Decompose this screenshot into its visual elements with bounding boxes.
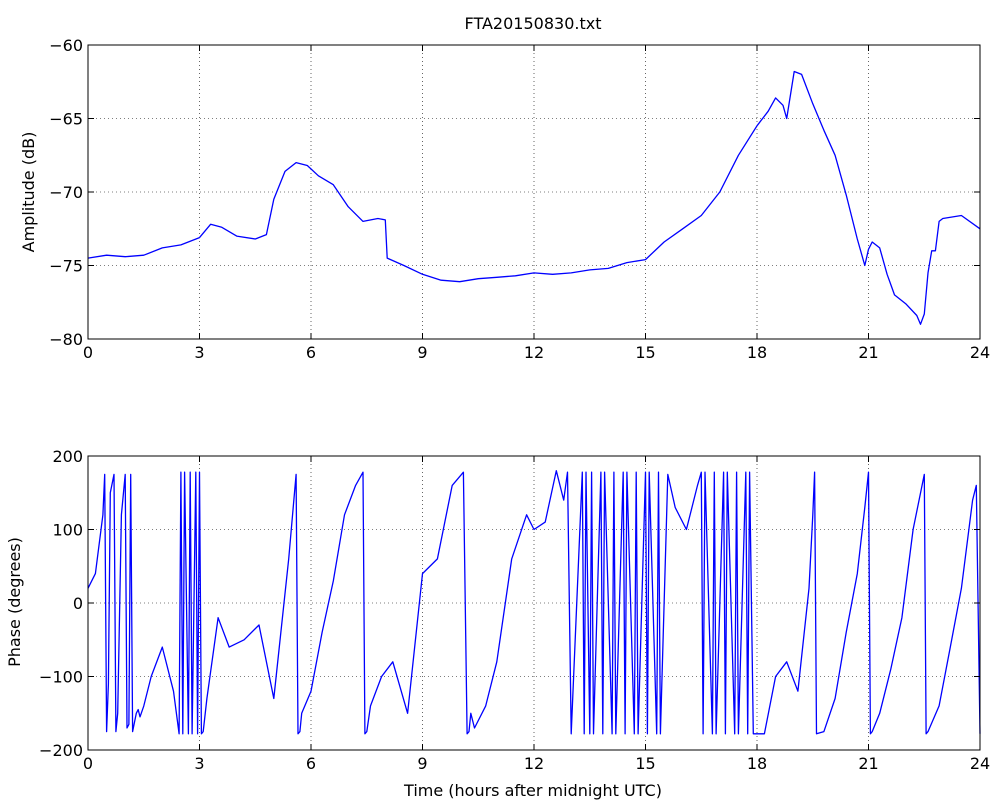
amplitude-y-tick-label: −60 — [49, 36, 83, 55]
phase-x-tick-label: 15 — [635, 754, 655, 773]
phase-x-tick-label: 21 — [858, 754, 878, 773]
phase-x-label: Time (hours after midnight UTC) — [403, 781, 662, 800]
phase-y-tick-label: −100 — [39, 668, 83, 687]
amplitude-series-line — [87, 70, 981, 325]
phase-x-tick-label: 12 — [524, 754, 544, 773]
phase-x-tick-label: 9 — [417, 754, 427, 773]
amplitude-x-tick-label: 12 — [524, 343, 544, 362]
phase-y-tick-label: 0 — [73, 594, 83, 613]
amplitude-y-tick-label: −75 — [49, 257, 83, 276]
amplitude-x-tick-label: 18 — [747, 343, 767, 362]
amplitude-y-tick-label: −80 — [49, 330, 83, 349]
amplitude-y-tick-label: −65 — [49, 110, 83, 129]
phase-y-label: Phase (degrees) — [5, 537, 24, 667]
phase-y-tick-label: −200 — [39, 741, 83, 760]
amplitude-panel: 0 3 6 9 12 15 18 21 24 −80 −75 −70 −65 −60 — [49, 36, 990, 362]
amplitude-y-label: Amplitude (dB) — [19, 132, 38, 253]
amplitude-x-tick-label: 0 — [83, 343, 93, 362]
amplitude-x-tick-label: 21 — [858, 343, 878, 362]
phase-x-tick-label: 24 — [970, 754, 990, 773]
amplitude-x-tick-label: 9 — [417, 343, 427, 362]
figure-title: FTA20150830.txt — [465, 14, 602, 33]
amplitude-x-tick-label: 3 — [194, 343, 204, 362]
phase-panel: 0 3 6 9 12 15 18 21 24 −200 −100 0 100 200 — [39, 447, 990, 773]
amplitude-x-tick-label: 6 — [306, 343, 316, 362]
phase-x-tick-label: 3 — [194, 754, 204, 773]
phase-x-tick-label: 6 — [306, 754, 316, 773]
phase-x-tick-label: 18 — [747, 754, 767, 773]
phase-series-line — [87, 470, 981, 735]
phase-x-tick-label: 0 — [83, 754, 93, 773]
amplitude-x-tick-label: 24 — [970, 343, 990, 362]
amplitude-y-tick-label: −70 — [49, 183, 83, 202]
amplitude-x-tick-label: 15 — [635, 343, 655, 362]
phase-y-tick-label: 100 — [52, 521, 83, 540]
phase-y-tick-label: 200 — [52, 447, 83, 466]
